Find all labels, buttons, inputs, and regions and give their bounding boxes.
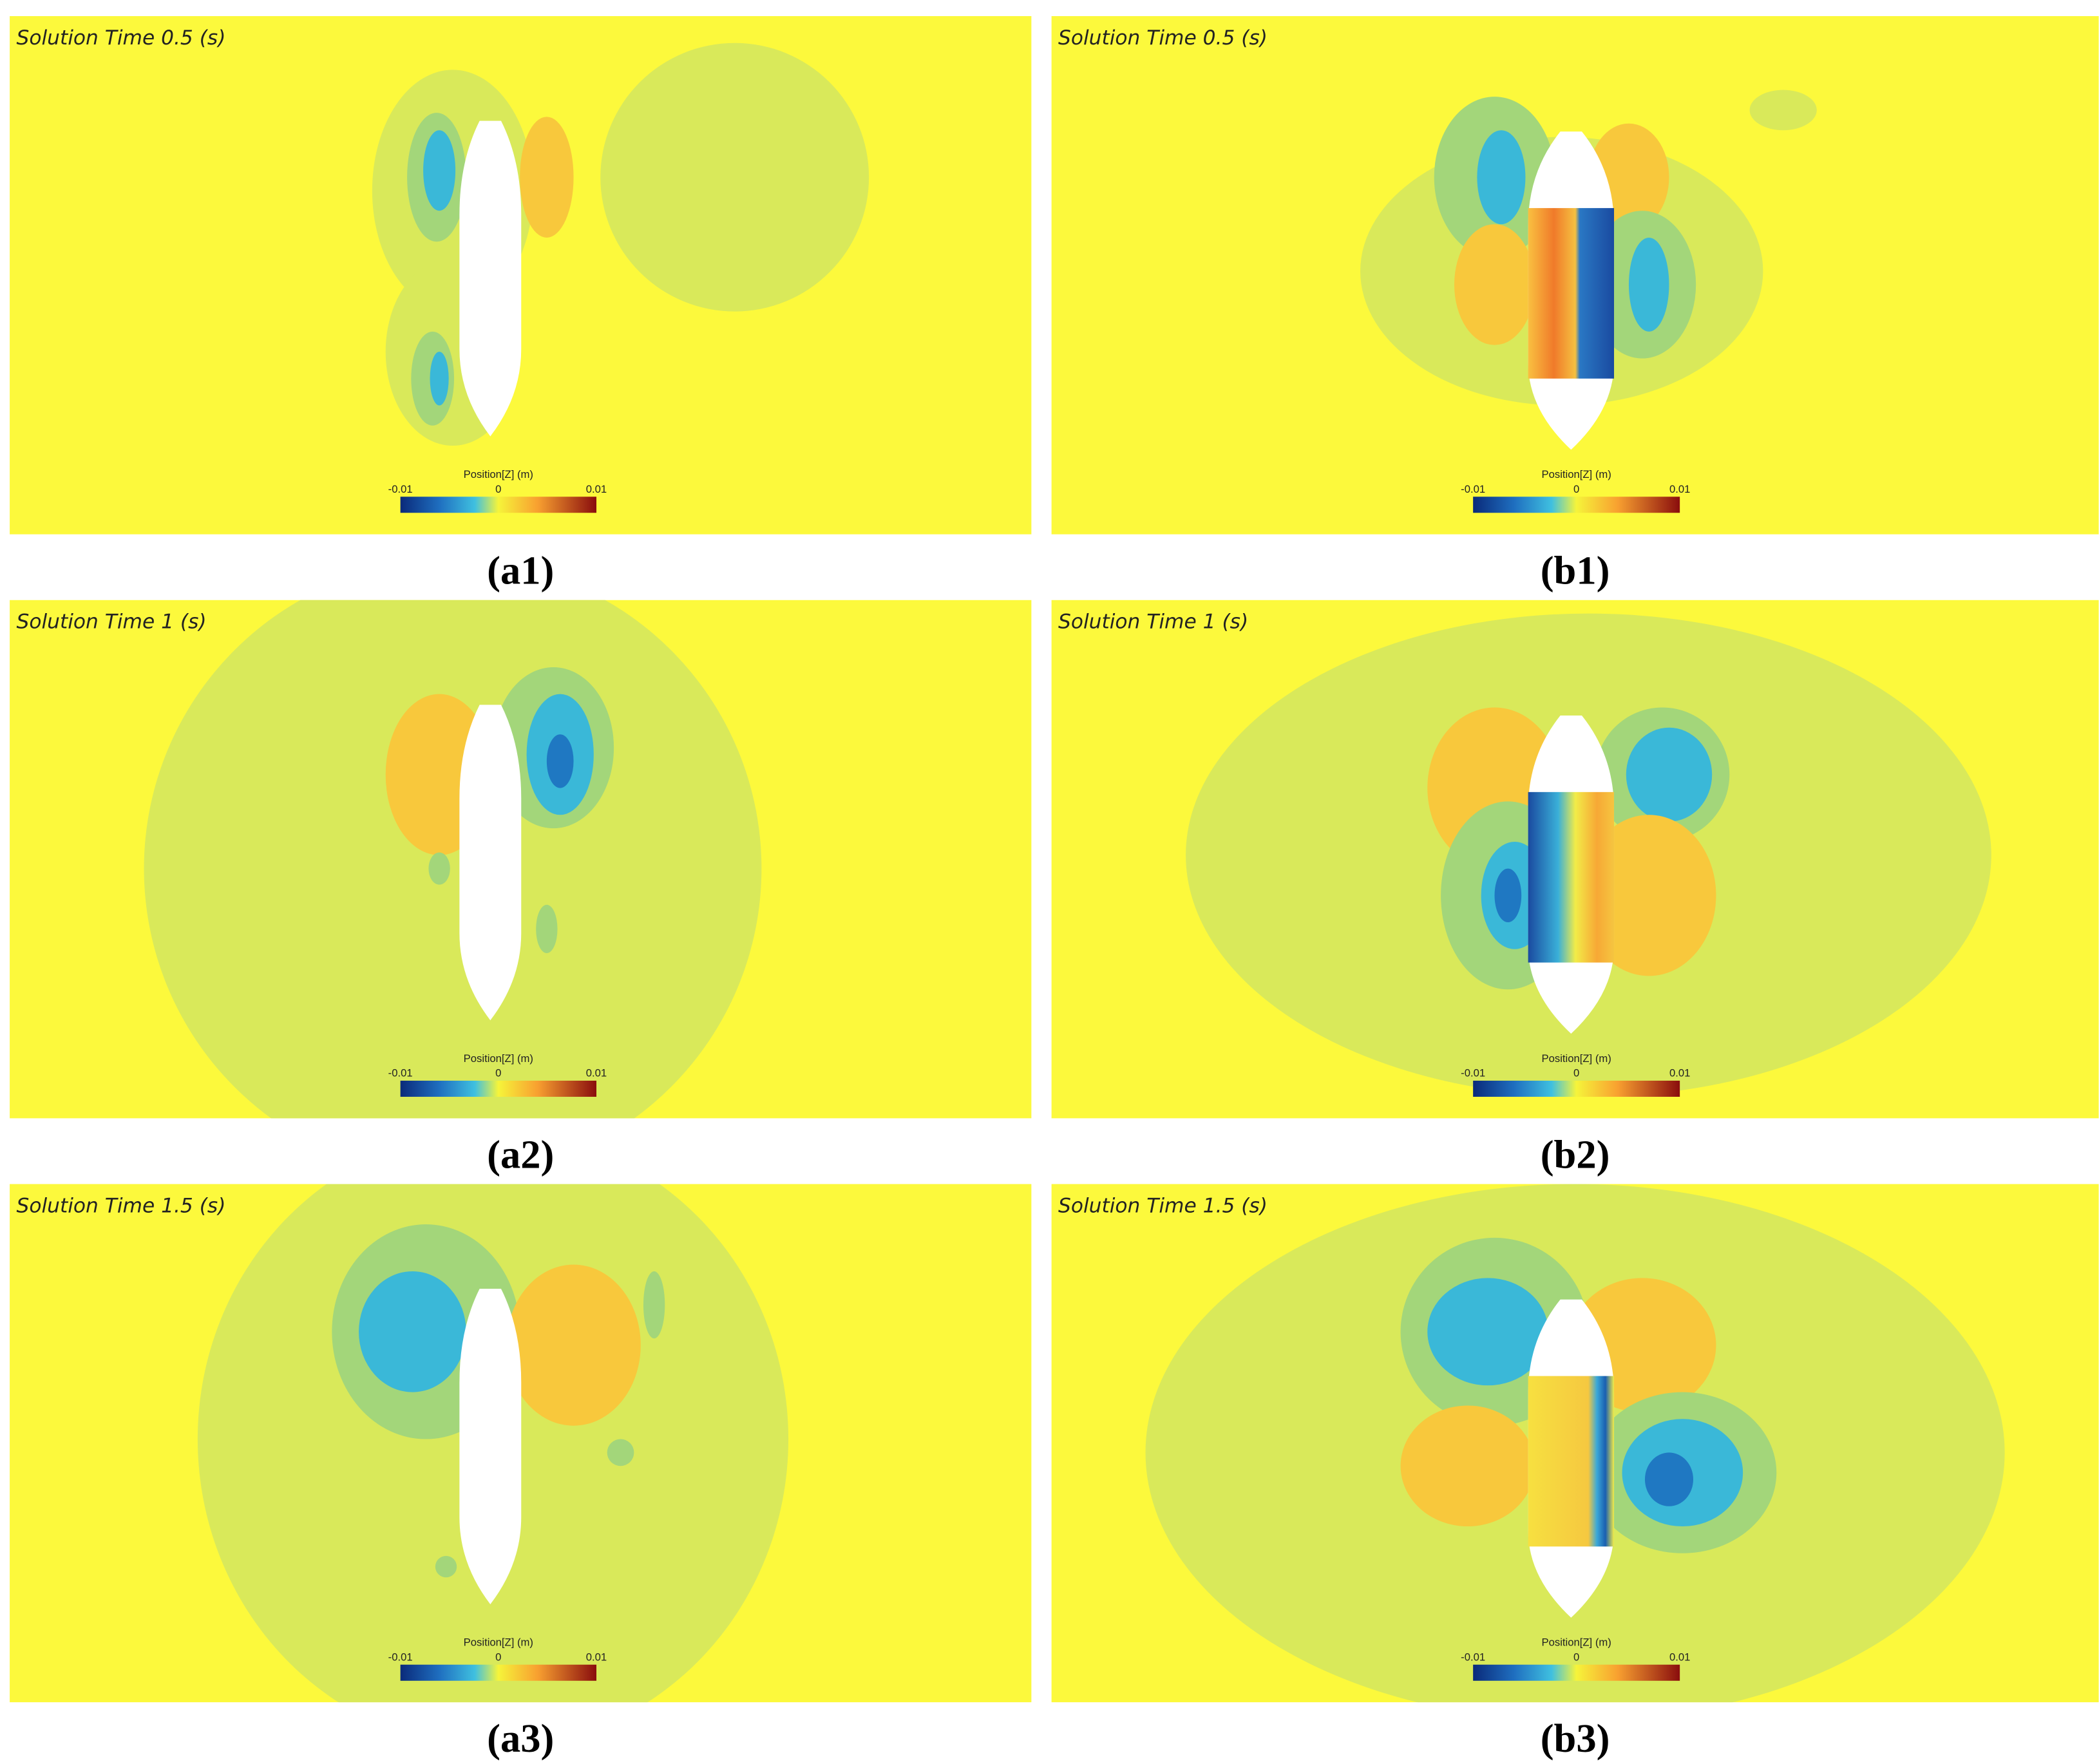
contour-region [1454, 224, 1535, 345]
contour-region [1749, 90, 1817, 131]
colorbar-tick-label: 0.01 [1669, 483, 1690, 495]
panel: Solution Time 1.5 (s) Position[Z] (m) -0.0… [10, 1184, 1032, 1703]
colorbar-tick-label: 0.01 [1669, 1651, 1690, 1663]
contour-region [1400, 1405, 1535, 1527]
contour-region [1626, 727, 1713, 822]
contour-region [546, 734, 574, 788]
colorbar-tick-label: 0 [495, 1651, 501, 1663]
colorbar-title: Position[Z] (m) [1542, 1636, 1611, 1649]
contour-region [506, 1264, 641, 1426]
panel-caption: (b2) [1541, 1132, 1610, 1177]
contour-region [1581, 815, 1716, 976]
colorbar-tick-label: -0.01 [1461, 1067, 1485, 1079]
panel: Solution Time 1 (s) Position[Z] (m) -0.01 0… [1051, 600, 2099, 1119]
contour-region [643, 1271, 665, 1339]
colorbar [1473, 1081, 1680, 1097]
panel-caption: (a1) [487, 548, 554, 593]
contour-region [359, 1271, 466, 1392]
contour-region [435, 1555, 457, 1578]
colorbar-tick-label: -0.01 [1461, 1651, 1485, 1663]
colorbar-tick-label: 0.01 [586, 1067, 607, 1079]
contour-region [430, 352, 449, 406]
colorbar-tick-label: 0 [1573, 1651, 1579, 1663]
panel-caption: (a3) [487, 1716, 554, 1761]
panel-caption: (b1) [1541, 548, 1610, 593]
contour-region [1628, 237, 1669, 332]
hull [459, 705, 522, 1021]
solution-time: Solution Time 0.5 (s) [16, 26, 225, 50]
panel: Solution Time 0.5 (s) Position[Z] (m) -0.0… [1051, 16, 2099, 535]
contours [144, 600, 762, 1119]
colorbar [400, 497, 596, 513]
contour-region [607, 1439, 634, 1466]
panel: Solution Time 1 (s) Position[Z] (m) -0.01 0… [10, 600, 1032, 1119]
contour-region [428, 852, 450, 885]
panel-caption: (a2) [487, 1132, 554, 1177]
floating-section [1528, 1376, 1615, 1547]
colorbar-tick-label: 0.01 [586, 1651, 607, 1663]
colorbar-tick-label: 0 [495, 483, 501, 495]
solution-time: Solution Time 1.5 (s) [1058, 1194, 1268, 1217]
colorbar-tick-label: -0.01 [388, 1067, 413, 1079]
colorbar [1473, 497, 1680, 513]
colorbar-title: Position[Z] (m) [464, 468, 533, 480]
panel: Solution Time 0.5 (s) Position[Z] (m) -0.0… [10, 16, 1032, 535]
contour-region [520, 117, 574, 238]
colorbar-tick-label: -0.01 [1461, 483, 1485, 495]
colorbar-title: Position[Z] (m) [1542, 1052, 1611, 1065]
contour-region [1427, 1278, 1548, 1386]
contour-region [1494, 868, 1522, 923]
colorbar-title: Position[Z] (m) [464, 1052, 533, 1065]
colorbar-tick-label: 0 [1573, 483, 1579, 495]
colorbar-tick-label: 0.01 [586, 483, 607, 495]
panel: Solution Time 1.5 (s) Position[Z] (m) -0.0… [1051, 1184, 2099, 1703]
hull [459, 1289, 522, 1604]
colorbar-title: Position[Z] (m) [464, 1636, 533, 1649]
contour-region [536, 904, 558, 953]
colorbar [400, 1081, 596, 1097]
solution-time: Solution Time 1 (s) [16, 611, 206, 634]
floating-section [1528, 792, 1615, 963]
colorbar-tick-label: -0.01 [388, 1651, 413, 1663]
colorbar [400, 1664, 596, 1681]
contour-region [600, 43, 869, 312]
contour-region [1644, 1452, 1694, 1506]
colorbar-title: Position[Z] (m) [1542, 468, 1611, 480]
hull [459, 120, 522, 437]
colorbar [1473, 1664, 1680, 1681]
colorbar-tick-label: -0.01 [388, 483, 413, 495]
panel-caption: (b3) [1541, 1716, 1610, 1761]
solution-time: Solution Time 1 (s) [1058, 611, 1248, 634]
contour-region [423, 130, 456, 211]
colorbar-tick-label: 0 [1573, 1067, 1579, 1079]
colorbar-tick-label: 0.01 [1669, 1067, 1690, 1079]
solution-time: Solution Time 0.5 (s) [1058, 26, 1268, 50]
contour-region [1477, 130, 1526, 225]
solution-time: Solution Time 1.5 (s) [16, 1194, 225, 1217]
floating-section [1528, 208, 1615, 379]
colorbar-tick-label: 0 [495, 1067, 501, 1079]
